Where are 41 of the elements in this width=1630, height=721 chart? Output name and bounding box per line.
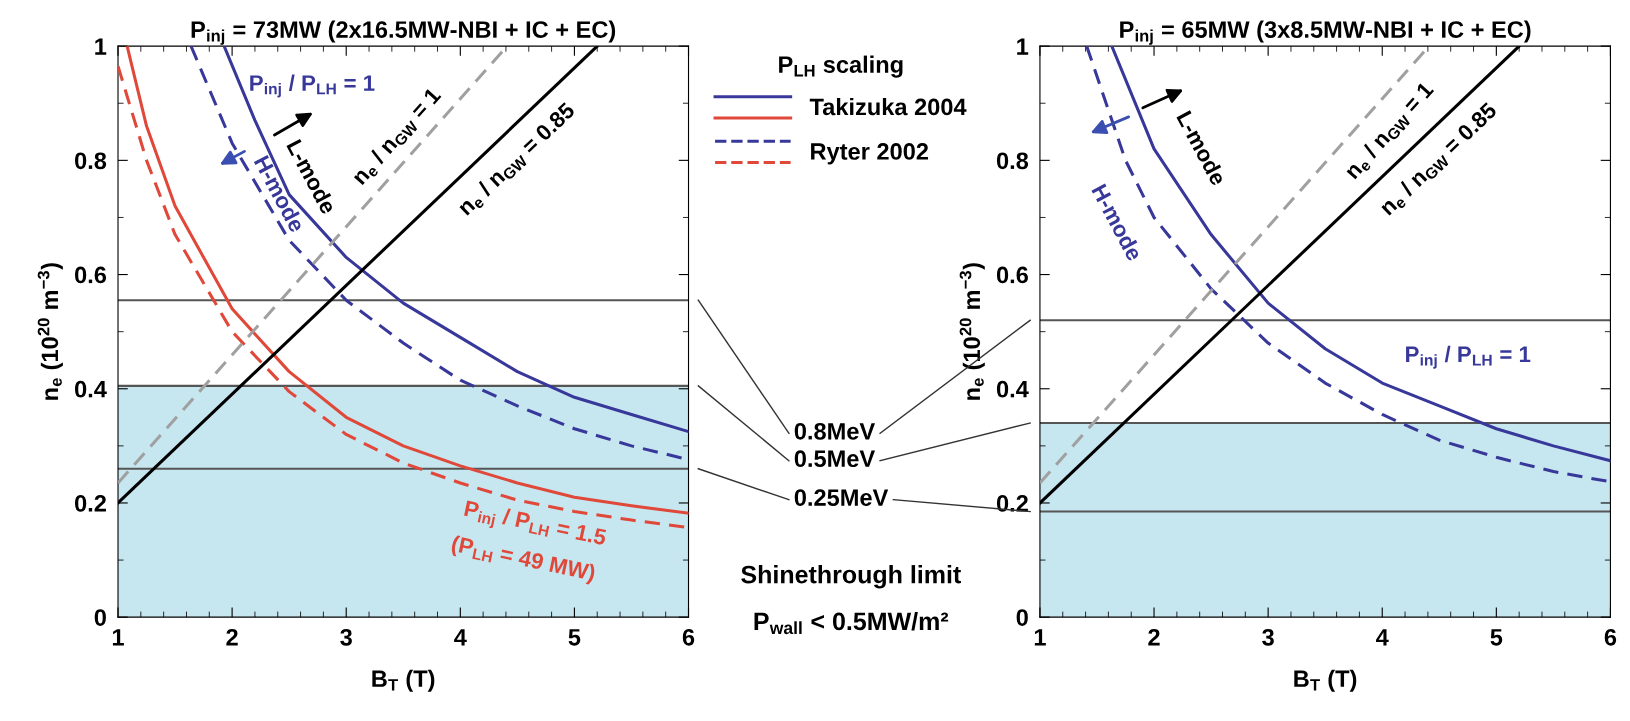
text: 0.8MeV (794, 422, 876, 440)
x-tick-label: 1 (112, 629, 124, 646)
text: 0.25MeV (794, 489, 889, 506)
y-tick-label: 1 (95, 38, 107, 55)
y-axis-title: n$_{e}$ (10$^{20}$ m$^{−3}$) (37, 263, 63, 400)
x-tick-label: 5 (568, 629, 581, 646)
y-tick-label: 0.8 (996, 152, 1029, 170)
y-tick-label: 0.6 (996, 266, 1028, 284)
annotation: P$_{inj}$ / P$_{LH}$ = 1 (250, 74, 375, 98)
x-axis-title: B$_{T}$ (T) (372, 669, 435, 692)
legend-label: Ryter 2002 (811, 143, 929, 165)
x-tick-label: 6 (682, 628, 695, 646)
x-tick-label: 6 (1604, 628, 1617, 646)
y-tick-label: 0.4 (75, 380, 107, 398)
annotation: P$_{inj}$ / P$_{LH}$ = 1 (1406, 345, 1531, 369)
annotation: n$_{e}$ / n$_{GW}$ = 0.85 (456, 101, 579, 219)
y-tick-label: 0 (94, 609, 106, 626)
y-tick-label: 0.2 (996, 495, 1028, 512)
y-axis-title: n$_{e}$ (10$^{20}$ m$^{−3}$) (959, 263, 985, 400)
x-tick-label: 1 (1034, 629, 1046, 646)
y-tick-label: 0 (1016, 609, 1028, 626)
chart-title: P$_{inj}$ = 65MW (3x8.5MW-NBI + IC + EC) (1120, 20, 1531, 45)
text: 0.5MeV (794, 450, 876, 468)
x-axis-title: B$_{T}$ (T) (1294, 669, 1357, 692)
y-tick-label: 1 (1017, 38, 1029, 55)
y-tick-label: 0.4 (996, 380, 1029, 398)
chart-title: P$_{inj}$ = 73MW (2x16.5MW-NBI + IC + EC) (191, 20, 616, 45)
x-tick-label: 5 (1490, 629, 1503, 646)
legend-title: P$_{LH}$ scaling (779, 55, 903, 78)
band-label: Shinethrough limit (741, 565, 961, 589)
x-tick-label: 3 (340, 628, 352, 646)
y-tick-label: 0.2 (75, 495, 106, 512)
x-tick-label: 2 (1148, 628, 1160, 646)
x-tick-label: 4 (1376, 629, 1389, 646)
y-tick-label: 0.6 (75, 266, 107, 284)
x-tick-label: 3 (1262, 628, 1274, 646)
x-tick-label: 4 (454, 629, 467, 646)
x-tick-label: 2 (226, 628, 238, 646)
legend-label: Takizuka 2004 (809, 97, 967, 116)
text: P$_{wall}$ < 0.5MW/m² (754, 611, 949, 635)
y-tick-label: 0.8 (75, 152, 107, 170)
